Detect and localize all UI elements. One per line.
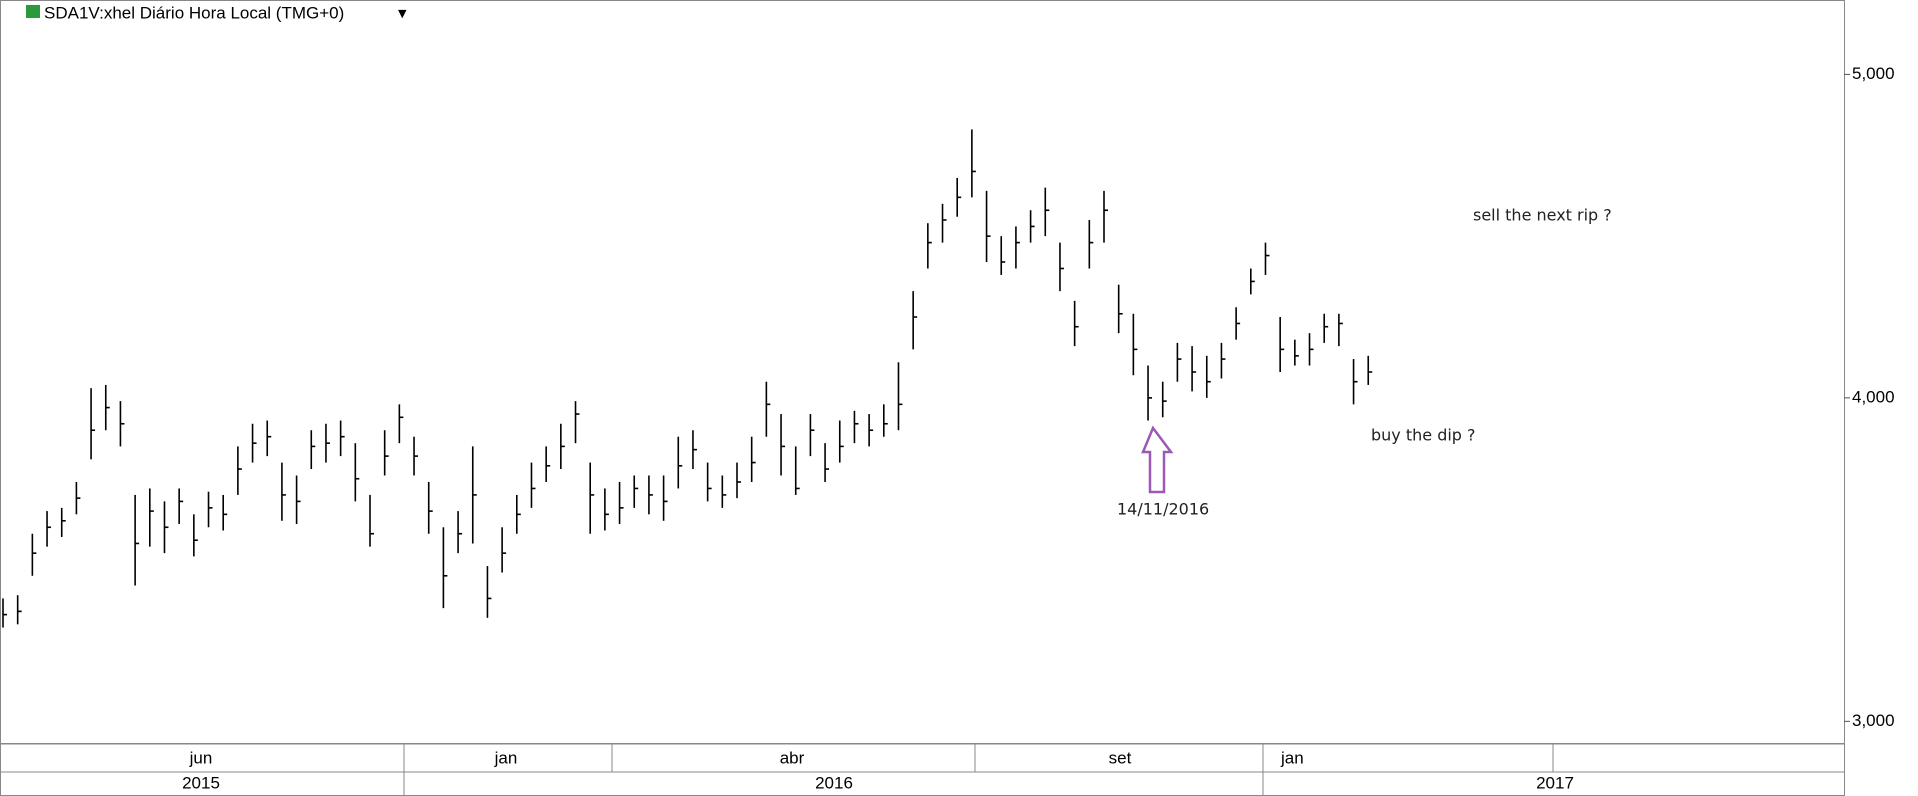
annotation: buy the dip ?: [1371, 426, 1476, 445]
dropdown-arrow[interactable]: ▾: [398, 3, 407, 22]
x-tick-label: jan: [1280, 748, 1304, 767]
annotation: 14/11/2016: [1117, 500, 1209, 519]
x-tick-label: 2017: [1536, 773, 1574, 792]
y-tick-label: 4,000: [1852, 387, 1895, 406]
time-axis: [0, 743, 1845, 796]
plot-frame: [0, 0, 1845, 744]
x-tick-label: abr: [780, 748, 805, 767]
x-tick-label: jun: [189, 748, 213, 767]
chart-title: SDA1V:xhel Diário Hora Local (TMG+0): [44, 3, 344, 22]
x-tick-label: 2016: [815, 773, 853, 792]
y-tick-label: 5,000: [1852, 64, 1895, 83]
x-tick-label: 2015: [182, 773, 220, 792]
x-tick-label: set: [1109, 748, 1132, 767]
arrow: [1141, 425, 1174, 494]
icon: [26, 5, 40, 18]
x-tick-label: jan: [494, 748, 518, 767]
annotation: sell the next rip ?: [1473, 206, 1612, 225]
y-tick-label: 3,000: [1852, 711, 1895, 730]
